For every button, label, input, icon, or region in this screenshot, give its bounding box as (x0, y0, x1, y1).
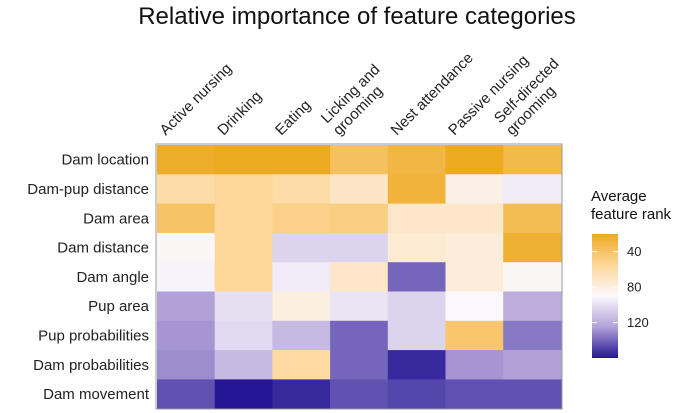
heatmap-cell (272, 379, 331, 410)
heatmap-cell (214, 262, 273, 293)
row-label: Dam location (61, 152, 149, 169)
heatmap-cell (272, 320, 331, 351)
heatmap-cell (387, 174, 447, 205)
heatmap-cell (214, 232, 273, 263)
heatmap-cell (445, 350, 504, 380)
heatmap-cell (445, 262, 504, 293)
heatmap-cell (503, 291, 562, 322)
heatmap-cell (214, 320, 273, 351)
heatmap-cell (214, 291, 273, 322)
heatmap-cell (387, 379, 447, 410)
row-label: Dam area (83, 210, 150, 227)
heatmap-cell (330, 262, 389, 293)
chart-title: Relative importance of feature categorie… (138, 3, 576, 30)
heatmap-cell (272, 350, 331, 380)
heatmap-cell (214, 145, 273, 175)
heatmap-cell (157, 379, 216, 410)
heatmap-cell (445, 174, 504, 205)
heatmap-cell (387, 291, 447, 322)
heatmap-cell (503, 320, 562, 351)
heatmap-cell (330, 291, 389, 322)
panel-border (155, 143, 563, 410)
heatmap-cell (387, 203, 447, 234)
heatmap-cell (157, 320, 216, 351)
legend-tick-label: 120 (627, 315, 649, 330)
row-label: Pup probabilities (38, 327, 149, 344)
legend-title-line-1: Average (591, 188, 647, 205)
heatmap-cells (157, 145, 562, 410)
heatmap-cell (272, 232, 331, 263)
heatmap-cell (214, 174, 273, 205)
row-label: Dam distance (57, 240, 149, 257)
heatmap-cell (214, 379, 273, 410)
heatmap-cell (445, 203, 504, 234)
heatmap-cell (157, 350, 216, 380)
heatmap-cell (445, 232, 504, 263)
heatmap-cell (503, 203, 562, 234)
heatmap-cell (445, 291, 504, 322)
row-label: Dam-pup distance (27, 181, 149, 198)
legend-tick-label: 40 (627, 244, 641, 259)
legend: Average feature rank 40 80 120 (591, 188, 672, 358)
heatmap-cell (214, 350, 273, 380)
heatmap-cell (272, 291, 331, 322)
heatmap-cell (157, 262, 216, 293)
heatmap-cell (387, 262, 447, 293)
row-label: Pup area (88, 298, 150, 315)
column-label: Eating (272, 97, 314, 139)
row-label: Dam angle (76, 269, 149, 286)
heatmap-cell (330, 379, 389, 410)
row-label: Dam movement (43, 386, 150, 403)
heatmap-cell (272, 203, 331, 234)
heatmap-cell (445, 379, 504, 410)
heatmap-cell (445, 320, 504, 351)
heatmap-cell (503, 350, 562, 380)
row-labels: Dam location Dam-pup distance Dam area Dam … (27, 152, 150, 403)
column-label: Drinking (214, 88, 265, 139)
heatmap-cell (330, 174, 389, 205)
heatmap-cell (387, 232, 447, 263)
heatmap-cell (157, 232, 216, 263)
heatmap-cell (503, 232, 562, 263)
heatmap-cell (503, 262, 562, 293)
row-label: Dam probabilities (33, 357, 149, 374)
heatmap-cell (330, 232, 389, 263)
heatmap-cell (157, 174, 216, 205)
heatmap-cell (157, 291, 216, 322)
heatmap-cell (445, 145, 504, 175)
heatmap-cell (272, 262, 331, 293)
heatmap-cell (503, 145, 562, 175)
heatmap-cell (330, 145, 389, 175)
heatmap-cell (387, 320, 447, 351)
heatmap-cell (214, 203, 273, 234)
heatmap-cell (157, 203, 216, 234)
heatmap-cell (330, 350, 389, 380)
column-label: Licking andgrooming (318, 61, 396, 139)
heatmap-cell (387, 145, 447, 175)
heatmap-cell (503, 379, 562, 410)
heatmap-cell (330, 320, 389, 351)
heatmap-cell (272, 174, 331, 205)
legend-colorbar (592, 234, 618, 358)
heatmap-cell (387, 350, 447, 380)
heatmap-cell (157, 145, 216, 175)
legend-title-line-2: feature rank (591, 206, 672, 223)
legend-tick-label: 80 (627, 280, 641, 295)
heatmap-cell (330, 203, 389, 234)
heatmap-cell (503, 174, 562, 205)
heatmap-cell (272, 145, 331, 175)
